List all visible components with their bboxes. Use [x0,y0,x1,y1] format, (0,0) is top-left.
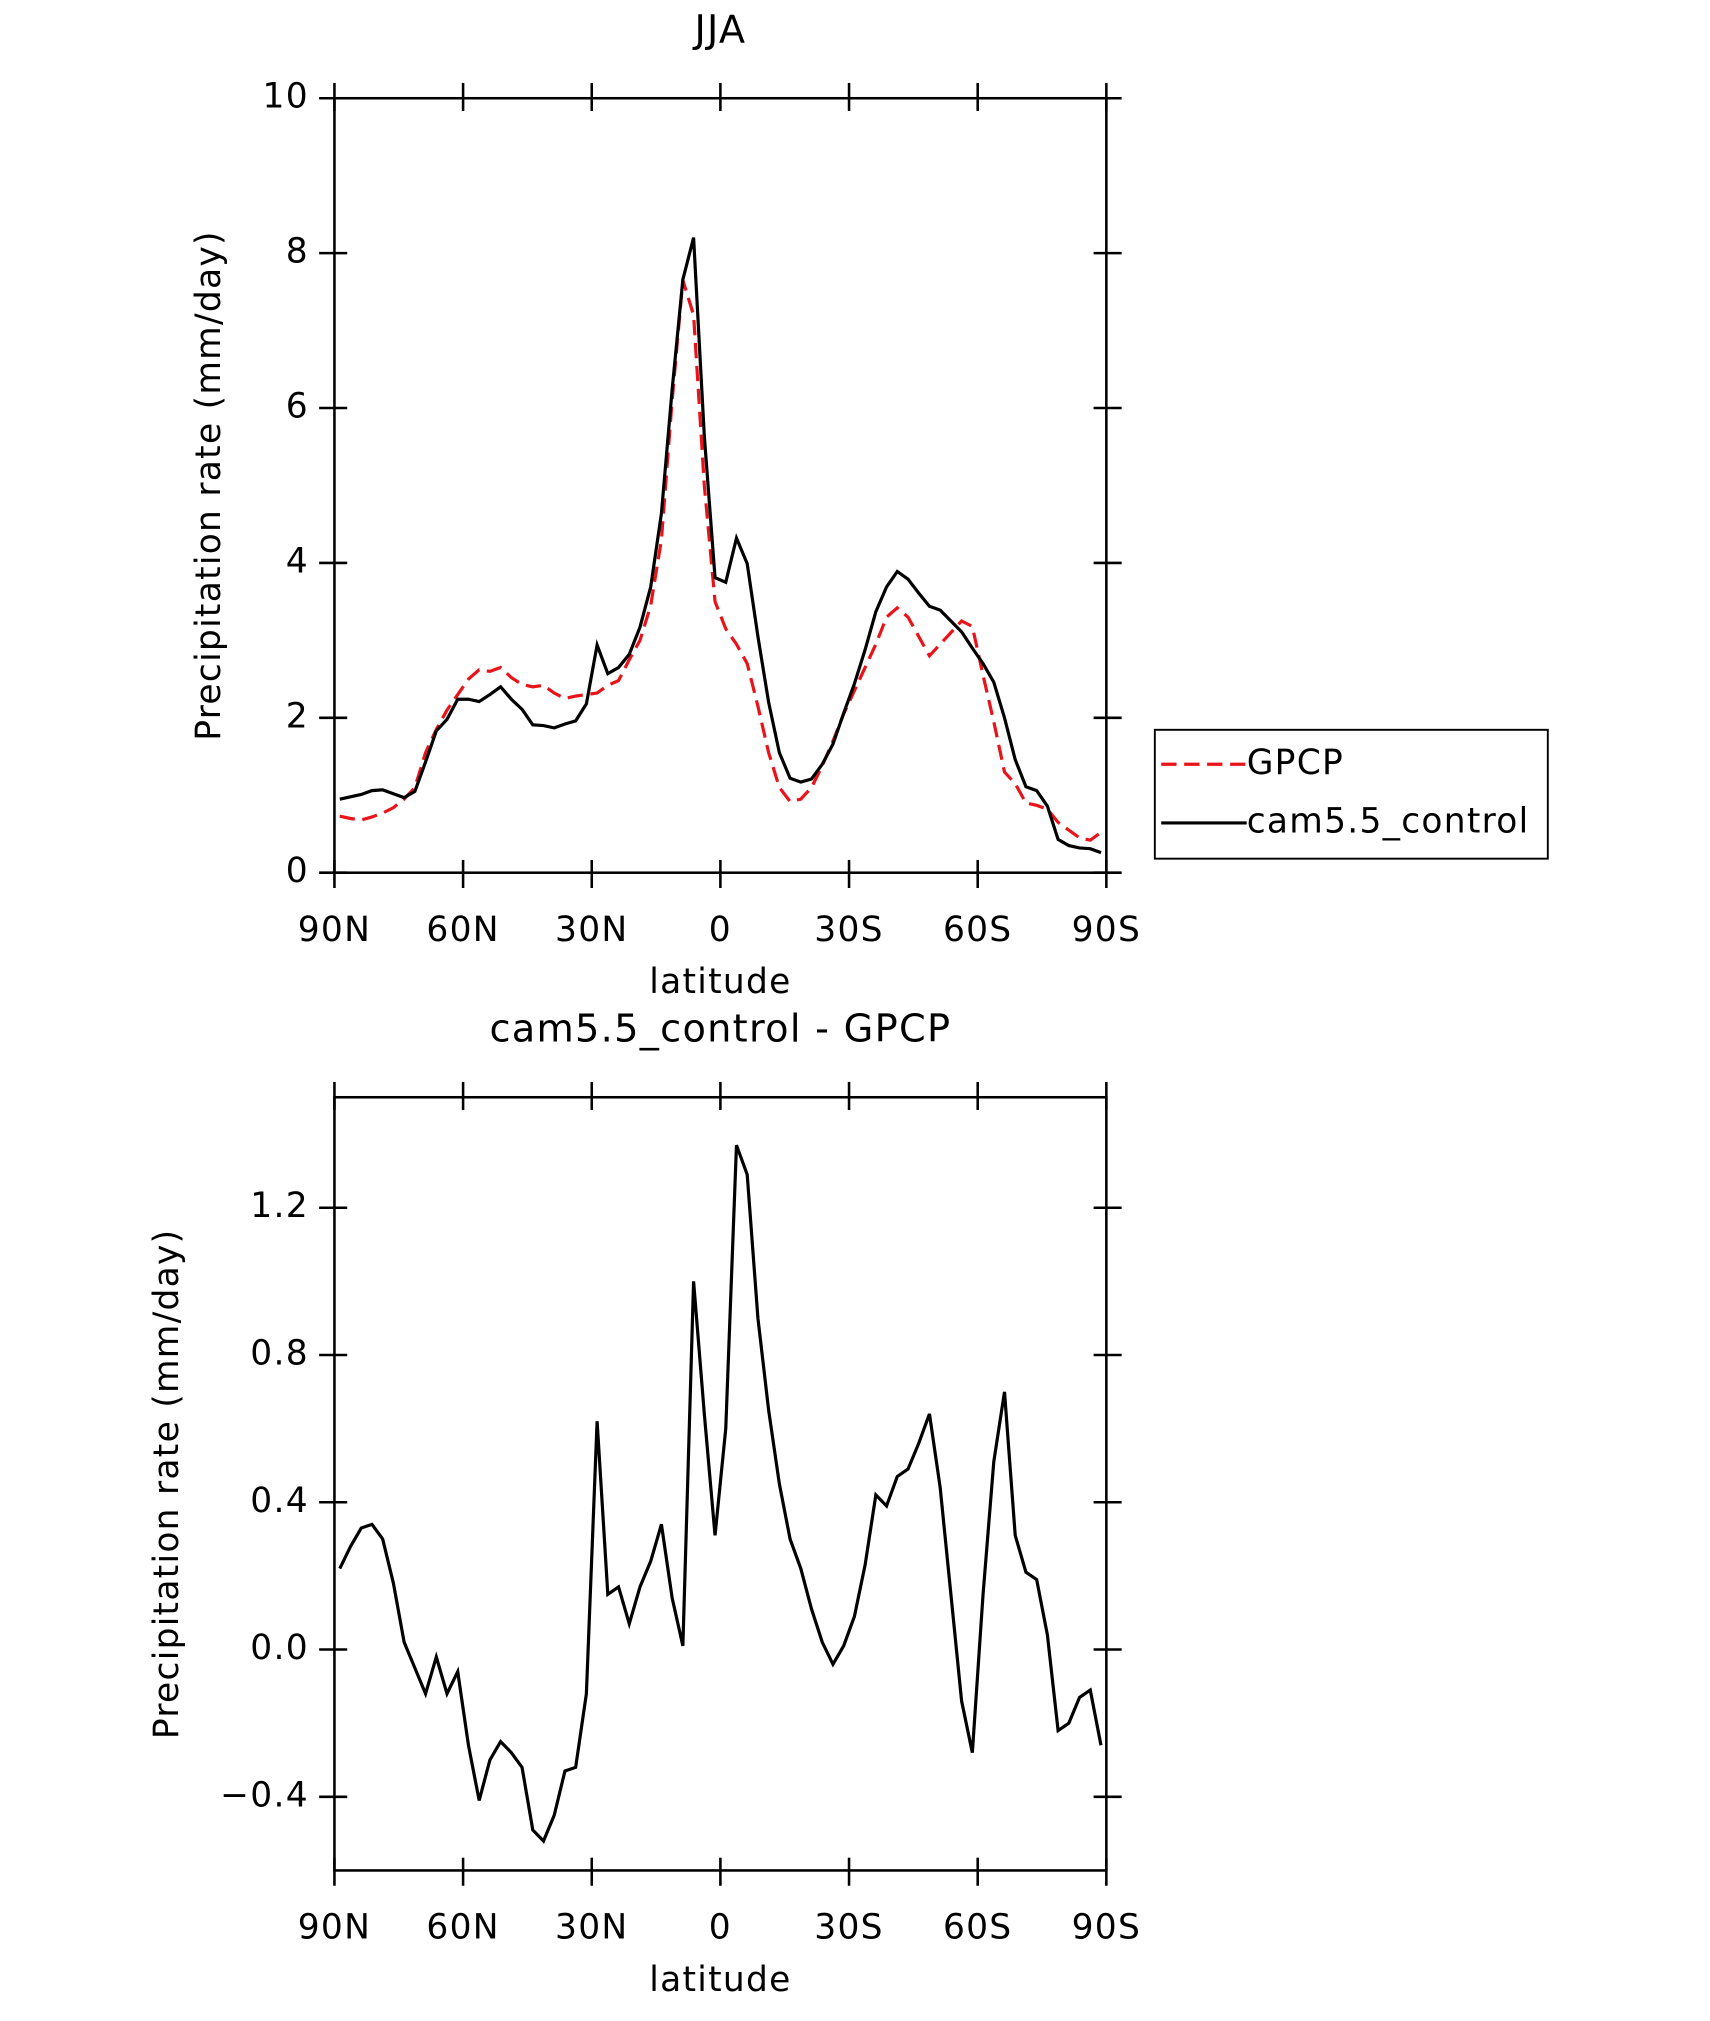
legend-label: cam5.5_control [1247,801,1530,841]
x-tick-label: 90N [298,910,371,950]
x-tick-label: 30N [555,910,628,950]
x-tick-label: 0 [709,1908,732,1948]
data-line [339,279,1102,842]
x-axis-label: latitude [649,1960,791,2000]
y-tick-label: 2 [286,696,309,736]
legend-label: GPCP [1247,743,1344,783]
x-tick-label: 30S [814,1908,884,1948]
x-tick-label: 90S [1072,910,1142,950]
y-tick-label: 6 [286,387,309,427]
data-line [339,237,1102,855]
y-tick-label: 0.8 [250,1333,309,1373]
y-tick-label: 8 [286,232,309,272]
x-tick-label: 30S [814,910,884,950]
y-tick-label: 0.0 [250,1628,309,1668]
y-axis-label: Precipitation rate (mm/day) [147,1229,187,1739]
y-axis-label: Precipitation rate (mm/day) [189,230,229,740]
y-tick-label: 4 [286,541,309,581]
plot-frame [333,96,1108,874]
x-tick-label: 60S [943,1908,1013,1948]
x-tick-label: 60N [426,910,499,950]
legend-box [1153,728,1549,860]
y-tick-label: 0.4 [250,1481,309,1521]
y-tick-label: 0 [286,851,309,891]
chart-title: cam5.5_control - GPCP [489,1006,951,1051]
x-tick-label: 30N [555,1908,628,1948]
y-tick-label: 1.2 [250,1186,309,1226]
x-tick-label: 60N [426,1908,499,1948]
x-tick-label: 60S [943,910,1013,950]
data-line [338,1144,1103,1844]
y-tick-label: 10 [263,77,309,117]
x-tick-label: 0 [709,910,732,950]
x-tick-label: 90N [298,1908,371,1948]
x-axis-label: latitude [649,962,791,1002]
chart-title: JJA [692,7,746,52]
y-tick-label: −0.4 [220,1775,309,1815]
x-tick-label: 90S [1072,1908,1142,1948]
